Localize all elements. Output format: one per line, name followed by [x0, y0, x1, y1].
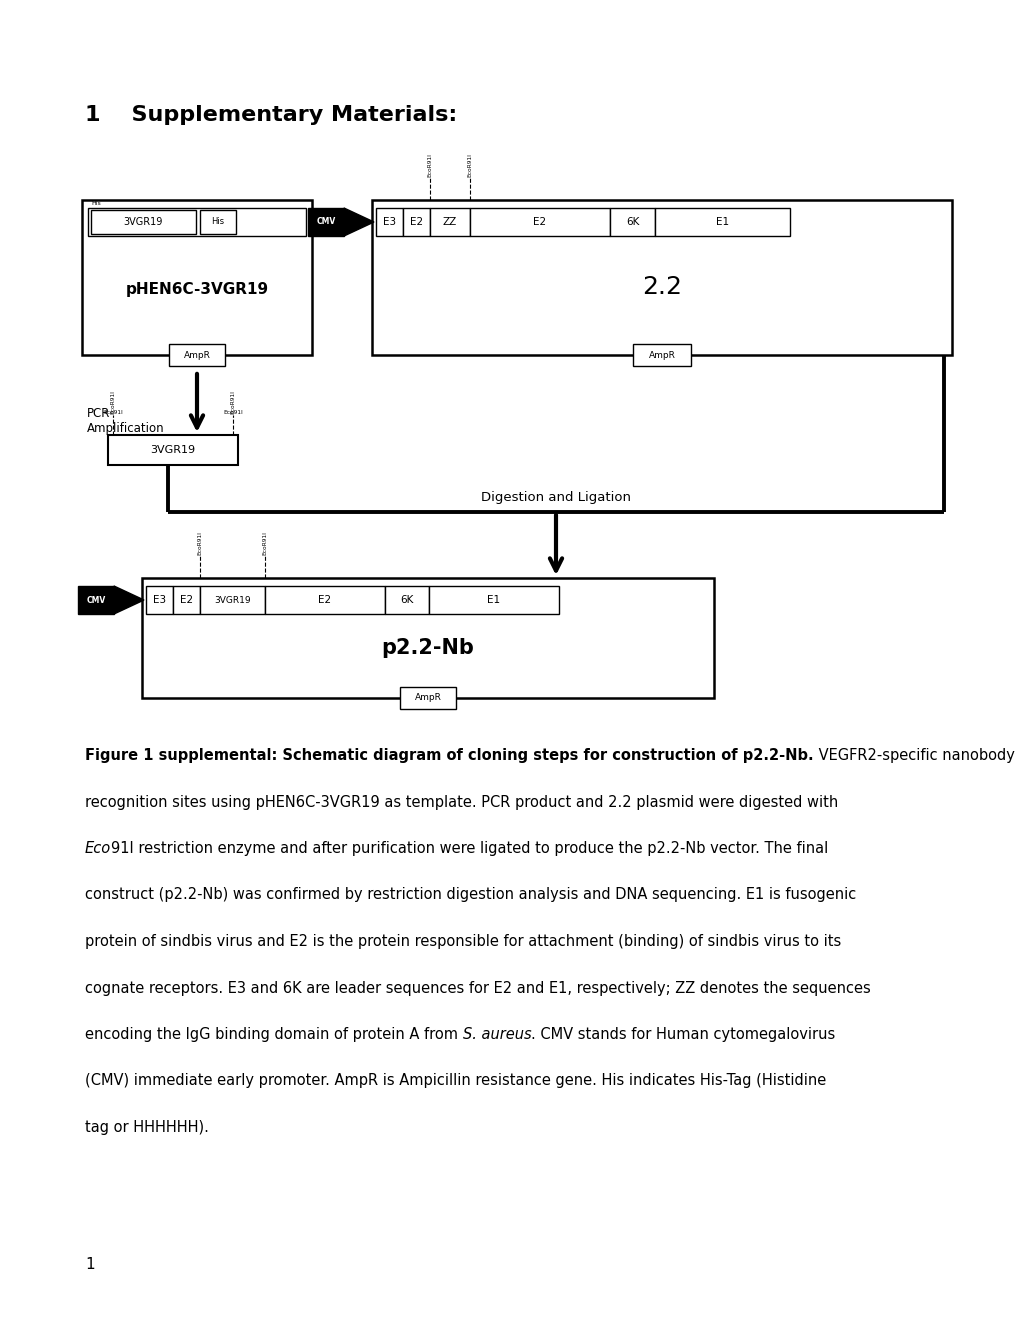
Text: 3VGR19: 3VGR19 [123, 216, 163, 227]
Text: E3: E3 [153, 595, 166, 605]
Bar [108, 436, 237, 465]
Text: E3: E3 [382, 216, 395, 227]
Text: E1: E1 [715, 216, 729, 227]
Text: S. aureus: S. aureus [463, 1027, 531, 1041]
Bar [430, 209, 470, 236]
Text: Eco: Eco [85, 841, 111, 855]
Text: pHEN6C-3VGR19: pHEN6C-3VGR19 [125, 282, 268, 297]
Text: His: His [211, 218, 224, 227]
Text: 91I restriction enzyme and after purification were ligated to produce the p2.2-N: 91I restriction enzyme and after purific… [111, 841, 827, 855]
Bar [173, 586, 200, 614]
Bar [429, 586, 558, 614]
Text: EcoR91I: EcoR91I [198, 531, 203, 554]
Text: Digestion and Ligation: Digestion and Ligation [481, 491, 631, 504]
Bar [633, 345, 690, 366]
Bar [142, 578, 713, 698]
Bar [372, 201, 951, 355]
Bar [169, 345, 225, 366]
Text: PCR
Amplification: PCR Amplification [87, 407, 164, 436]
Text: cognate receptors. E3 and 6K are leader sequences for E2 and E1, respectively; Z: cognate receptors. E3 and 6K are leader … [85, 981, 870, 995]
Text: recognition sites using pHEN6C-3VGR19 as template. PCR product and 2.2 plasmid w: recognition sites using pHEN6C-3VGR19 as… [85, 795, 838, 809]
Text: AmpR: AmpR [183, 351, 210, 359]
Text: 3VGR19: 3VGR19 [214, 595, 251, 605]
Text: E2: E2 [533, 216, 546, 227]
Text: EcoR91I: EcoR91I [427, 153, 432, 177]
Bar [609, 209, 654, 236]
Text: Figure 1 supplemental: Schematic diagram of cloning steps for construction of p2: Figure 1 supplemental: Schematic diagram… [85, 748, 813, 763]
Text: 6K: 6K [626, 216, 639, 227]
Text: VEGFR2-specific nanobody coding sequence (3VGR19) was PCR amplified with primers: VEGFR2-specific nanobody coding sequence… [813, 748, 1019, 763]
Text: His: His [91, 201, 101, 206]
Text: 3VGR19: 3VGR19 [150, 445, 196, 455]
Bar [654, 209, 790, 236]
Text: EcoR91I: EcoR91I [230, 391, 235, 414]
Text: E2: E2 [318, 595, 331, 605]
Text: 1    Supplementary Materials:: 1 Supplementary Materials: [85, 106, 457, 125]
Bar [308, 209, 343, 236]
Text: 6K: 6K [399, 595, 414, 605]
Bar [376, 209, 403, 236]
Bar [77, 586, 114, 614]
Bar [82, 201, 312, 355]
Polygon shape [114, 586, 144, 614]
Bar [88, 209, 306, 236]
Bar [399, 686, 455, 709]
Text: . CMV stands for Human cytomegalovirus: . CMV stands for Human cytomegalovirus [531, 1027, 835, 1041]
Text: Eco91I: Eco91I [223, 411, 243, 414]
Bar [470, 209, 609, 236]
Text: CMV: CMV [316, 218, 335, 227]
Text: construct (p2.2-Nb) was confirmed by restriction digestion analysis and DNA sequ: construct (p2.2-Nb) was confirmed by res… [85, 887, 855, 903]
Text: E1: E1 [487, 595, 500, 605]
Text: AmpR: AmpR [414, 693, 441, 702]
Bar [200, 210, 235, 234]
Text: EcoR91I: EcoR91I [467, 153, 472, 177]
Text: CMV: CMV [87, 595, 106, 605]
Text: (CMV) immediate early promoter. AmpR is Ampicillin resistance gene. His indicate: (CMV) immediate early promoter. AmpR is … [85, 1073, 825, 1089]
Text: EcoR91I: EcoR91I [262, 531, 267, 554]
Bar [403, 209, 430, 236]
Text: p2.2-Nb: p2.2-Nb [381, 638, 474, 657]
Text: protein of sindbis virus and E2 is the protein responsible for attachment (bindi: protein of sindbis virus and E2 is the p… [85, 935, 841, 949]
Bar [146, 586, 173, 614]
Bar [384, 586, 429, 614]
Text: Eco91I: Eco91I [103, 411, 122, 414]
Text: 2.2: 2.2 [641, 276, 682, 300]
Text: encoding the IgG binding domain of protein A from: encoding the IgG binding domain of prote… [85, 1027, 463, 1041]
Text: E2: E2 [410, 216, 423, 227]
Bar [91, 210, 196, 234]
Text: EcoR91I: EcoR91I [110, 391, 115, 414]
Text: E2: E2 [179, 595, 193, 605]
Bar [265, 586, 384, 614]
Text: ZZ: ZZ [442, 216, 457, 227]
Text: 1: 1 [85, 1257, 95, 1272]
Bar [200, 586, 265, 614]
Text: tag or HHHHHH).: tag or HHHHHH). [85, 1119, 209, 1135]
Polygon shape [343, 209, 374, 236]
Text: AmpR: AmpR [648, 351, 675, 359]
